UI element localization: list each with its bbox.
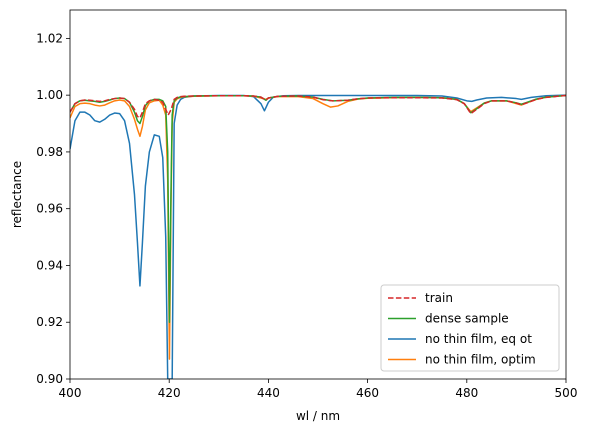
x-tick-label: 460 [356, 386, 379, 400]
legend-box [380, 284, 560, 372]
legend-label: no thin film, optim [425, 353, 536, 367]
series-line-3 [70, 94, 566, 119]
y-tick-label: 0.94 [36, 258, 63, 272]
y-tick-label: 0.90 [36, 372, 63, 386]
x-tick-label: 420 [158, 386, 181, 400]
x-tick-label: 440 [257, 386, 280, 400]
legend: train dense sample no thin film, eq ot no t… [380, 284, 560, 372]
y-axis: 0.90 0.92 0.94 0.96 0.98 1.00 1.02 [36, 31, 70, 386]
series-layer [70, 94, 566, 379]
y-tick-label: 1.02 [36, 31, 63, 45]
legend-label: no thin film, eq ot [425, 332, 532, 346]
legend-label: train [425, 291, 453, 305]
y-tick-label: 0.96 [36, 202, 63, 216]
x-tick-label: 400 [59, 386, 82, 400]
x-axis-label: wl / nm [296, 409, 340, 423]
y-axis-label: reflectance [10, 161, 24, 228]
legend-label: dense sample [425, 312, 509, 326]
y-tick-label: 1.00 [36, 88, 63, 102]
y-tick-label: 0.98 [36, 145, 63, 159]
plot-frame [69, 9, 567, 380]
x-tick-label: 500 [555, 386, 578, 400]
x-axis: 400 420 440 460 480 500 [59, 379, 578, 400]
x-tick-label: 480 [455, 386, 478, 400]
series-line-0 [70, 94, 566, 379]
y-tick-label: 0.92 [36, 315, 63, 329]
